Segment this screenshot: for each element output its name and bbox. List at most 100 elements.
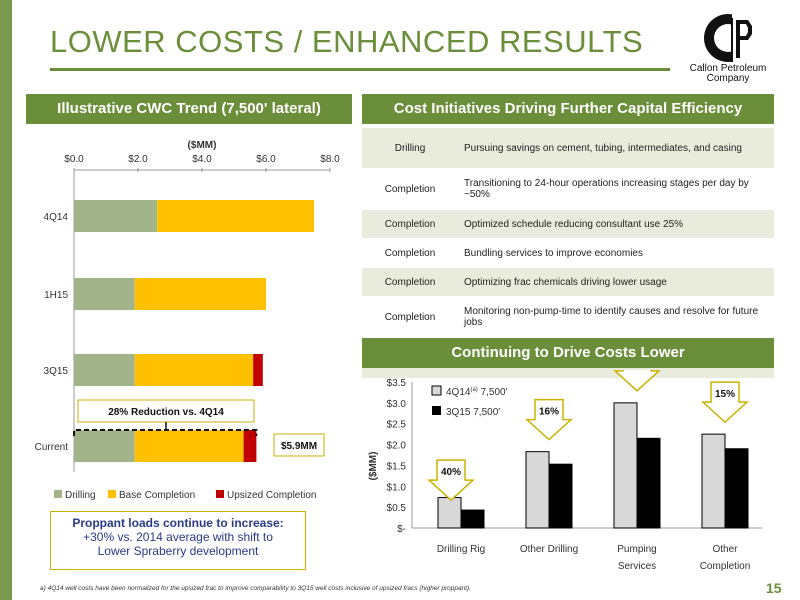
proppant-note: Proppant loads continue to increase: +30… — [50, 511, 306, 570]
y-tick-label: $2.0 — [387, 441, 407, 452]
bar-segment — [74, 354, 135, 386]
pct-callout-arrow — [701, 381, 749, 424]
legend-swatch — [216, 490, 224, 498]
bar-segment — [74, 200, 158, 232]
proppant-note-line-3: Lower Spraberry development — [97, 544, 259, 558]
left-accent-bar — [0, 0, 12, 600]
category-label: Completion — [700, 561, 751, 572]
y-tick-label: $3.0 — [387, 399, 407, 410]
initiative-category: Completion — [362, 267, 458, 297]
category-label: 3Q15 — [44, 366, 69, 377]
bar — [613, 402, 638, 529]
category-label: Pumping — [617, 544, 656, 555]
legend-label-3q15: 3Q15 7,500' — [446, 407, 500, 418]
y-tick-label: $0.5 — [387, 503, 407, 514]
reduction-callout: 28% Reduction vs. 4Q14 — [108, 407, 224, 418]
x-tick-label: $0.0 — [64, 154, 84, 165]
bar — [548, 463, 573, 529]
bar-segment — [243, 430, 257, 462]
category-label: Drilling Rig — [437, 544, 485, 555]
y-axis-title: ($MM) — [368, 452, 379, 481]
initiative-text: Monitoring non-pump-time to identify cau… — [458, 296, 774, 338]
cwc-panel-header: Illustrative CWC Trend (7,500' lateral) — [26, 94, 352, 124]
legend-swatch — [432, 406, 441, 415]
legend-swatch — [431, 385, 442, 396]
initiative-text: Optimizing frac chemicals driving lower … — [458, 267, 774, 297]
drive-costs-header: Continuing to Drive Costs Lower — [362, 338, 774, 368]
bar — [525, 451, 550, 529]
category-label: Current — [35, 442, 69, 453]
page-number: 15 — [766, 580, 782, 596]
legend-label-4q14: 4Q14(a) 7,500' — [446, 387, 508, 398]
footnote: a) 4Q14 well costs have been normalized … — [40, 585, 472, 592]
category-label: Other Drilling — [520, 544, 578, 555]
initiative-row: Completion Transitioning to 24-hour opera… — [362, 168, 774, 210]
logo-line-1: Callon Petroleum — [689, 63, 767, 74]
x-tick-label: $6.0 — [256, 154, 276, 165]
pct-callout-arrow — [525, 398, 573, 441]
x-tick-label: $4.0 — [192, 154, 212, 165]
initiative-category: Completion — [362, 296, 458, 338]
bar — [437, 497, 462, 529]
category-label: 4Q14 — [44, 212, 69, 223]
proppant-note-line-1: Proppant loads continue to increase: — [72, 516, 284, 530]
x-tick-label: $2.0 — [128, 154, 148, 165]
bar — [636, 437, 661, 529]
initiative-text: Bundling services to improve economies — [458, 238, 774, 268]
initiative-text: Optimized schedule reducing consultant u… — [458, 209, 774, 239]
title-rule — [50, 68, 670, 71]
legend-label: Upsized Completion — [227, 490, 317, 501]
cost-comparison-chart: $- $0.5 $1.0 $1.5 $2.0 $2.5 $3.0 $3.5 ($MM) Drill… — [368, 370, 762, 572]
bar — [701, 433, 726, 529]
category-label: Other — [712, 544, 738, 555]
bar-segment — [134, 278, 266, 310]
pct-callout-arrow — [427, 459, 475, 502]
y-tick-label: $- — [397, 524, 406, 535]
legend-main: 4Q14 — [446, 387, 471, 398]
logo-line-2: Company — [706, 73, 750, 84]
pct-callout-label: 40% — [441, 467, 461, 478]
cost-initiatives-header: Cost Initiatives Driving Further Capital… — [362, 94, 774, 124]
bar-segment — [134, 430, 244, 462]
cwc-trend-chart: ($MM) $0.0 $2.0 $4.0 $6.0 $8.0 4Q14 1H15 3Q15 Cur… — [35, 140, 341, 501]
initiative-category: Drilling — [362, 128, 458, 169]
value-callout: $5.9MM — [281, 441, 317, 452]
bar-segment — [253, 354, 263, 386]
x-tick-label: $8.0 — [320, 154, 340, 165]
value-callout-box — [273, 433, 325, 457]
initiative-row: Completion Bundling services to improve e… — [362, 238, 774, 268]
initiative-category: Completion — [362, 168, 458, 210]
reduction-bracket — [73, 429, 258, 436]
slide-title: LOWER COSTS / ENHANCED RESULTS — [50, 24, 644, 59]
legend-swatch — [54, 490, 62, 498]
bar-segment — [157, 200, 314, 232]
legend-sup: (a) — [470, 387, 477, 393]
cwc-chart-title: ($MM) — [188, 140, 217, 151]
y-tick-label: $2.5 — [387, 420, 407, 431]
bar-segment — [74, 430, 135, 462]
initiative-row: Completion Optimizing frac chemicals driv… — [362, 267, 774, 297]
initiative-text: Pursuing savings on cement, tubing, inte… — [458, 128, 774, 169]
pct-callout-label: 16% — [539, 407, 559, 418]
initiative-category: Completion — [362, 209, 458, 239]
category-label: Services — [618, 561, 656, 572]
pct-callout-label: 15% — [715, 389, 735, 400]
legend-swatch — [108, 490, 116, 498]
bar-segment — [134, 354, 254, 386]
bar — [724, 448, 749, 529]
callon-logo-icon — [704, 14, 754, 62]
legend-rest: 7,500' — [478, 387, 508, 398]
initiative-row: Completion Monitoring non-pump-time to id… — [362, 296, 774, 338]
y-tick-label: $1.5 — [387, 461, 407, 472]
initiative-category: Completion — [362, 238, 458, 268]
cost-initiatives-table: Drilling Pursuing savings on cement, tubi… — [362, 128, 774, 379]
pct-callout-arrow — [613, 370, 661, 392]
initiative-text: Transitioning to 24-hour operations incr… — [458, 168, 774, 210]
y-tick-label: $1.0 — [387, 482, 407, 493]
initiative-row: Drilling Pursuing savings on cement, tubi… — [362, 128, 774, 169]
legend-label: Base Completion — [119, 490, 195, 501]
initiative-row: Completion Optimized schedule reducing co… — [362, 209, 774, 239]
category-label: 1H15 — [44, 290, 68, 301]
logo-text: Callon Petroleum Company — [676, 64, 780, 84]
bar — [460, 509, 485, 529]
